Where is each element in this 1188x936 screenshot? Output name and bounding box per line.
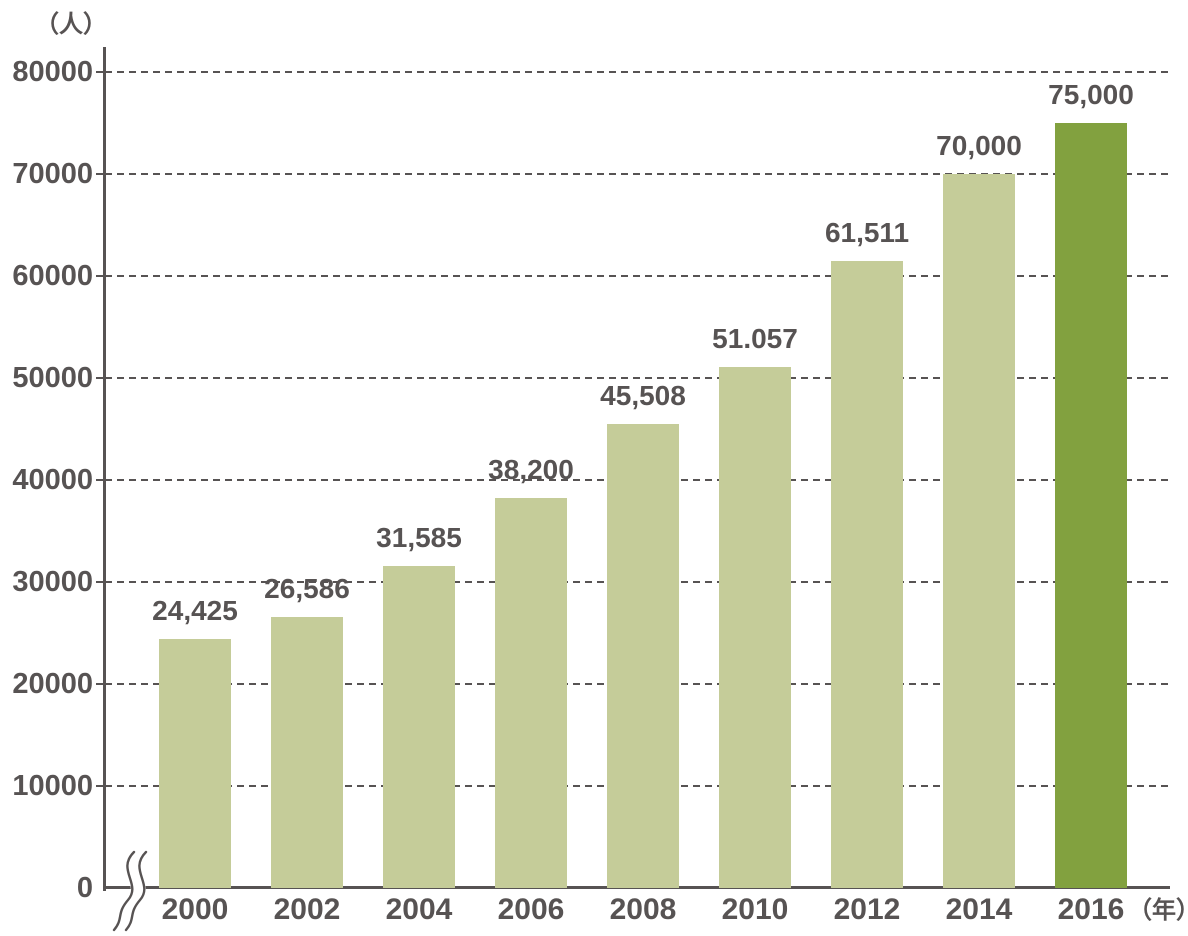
y-axis-tick (96, 785, 105, 787)
y-axis-tick-label: 20000 (12, 668, 93, 700)
gridline-50000 (105, 377, 1170, 379)
y-axis-tick-label: 10000 (12, 770, 93, 802)
x-axis-tick-label: 2004 (385, 893, 453, 926)
gridline-60000 (105, 275, 1170, 277)
bar-value-label: 24,425 (152, 595, 238, 626)
bar-2010 (719, 367, 791, 888)
y-axis-tick (96, 581, 105, 583)
bar-2004 (383, 566, 455, 888)
bar-value-label: 51.057 (712, 323, 798, 354)
y-axis-tick (96, 377, 105, 379)
bar-2014 (943, 174, 1015, 888)
y-axis-tick-label: 0 (76, 872, 93, 904)
axis-break-icon (112, 846, 148, 936)
x-axis-tick-label: 2012 (833, 893, 901, 926)
bar-2012 (831, 261, 903, 888)
y-axis-tick (96, 275, 105, 277)
y-axis-tick-label: 70000 (12, 158, 93, 190)
gridline-80000 (105, 71, 1170, 73)
x-axis-tick-label: 2000 (161, 893, 229, 926)
bar-2002 (271, 617, 343, 888)
x-axis-tick-label: 2010 (721, 893, 789, 926)
bar-2006 (495, 498, 567, 888)
bar-value-label: 38,200 (488, 454, 574, 485)
bar-value-label: 26,586 (264, 573, 350, 604)
x-axis-tick-label: 2002 (273, 893, 341, 926)
bar-value-label: 45,508 (600, 380, 686, 411)
y-axis-tick-label: 60000 (12, 260, 93, 292)
x-axis-tick-label: 2016 (1057, 893, 1125, 926)
x-axis-unit-label: （年） (1128, 897, 1188, 924)
y-axis-tick-label: 80000 (12, 56, 93, 88)
y-axis-tick (96, 683, 105, 685)
bar-value-label: 75,000 (1048, 79, 1134, 110)
y-axis-tick-label: 30000 (12, 566, 93, 598)
gridline-70000 (105, 173, 1170, 175)
y-axis-tick (96, 71, 105, 73)
y-axis-tick-label: 40000 (12, 464, 93, 496)
y-axis-tick (96, 479, 105, 481)
y-axis-unit-label: （人） (35, 11, 107, 38)
y-axis-tick-label: 50000 (12, 362, 93, 394)
y-axis-line (103, 47, 106, 891)
bar-value-label: 61,511 (824, 217, 910, 248)
x-axis-tick-label: 2006 (497, 893, 565, 926)
bar-2008 (607, 424, 679, 888)
bar-value-label: 31,585 (376, 522, 462, 553)
bar-2016 (1055, 123, 1127, 888)
x-axis-tick-label: 2014 (945, 893, 1013, 926)
bar-2000 (159, 639, 231, 888)
x-axis-tick-label: 2008 (609, 893, 677, 926)
y-axis-tick (96, 173, 105, 175)
bar-value-label: 70,000 (936, 130, 1022, 161)
